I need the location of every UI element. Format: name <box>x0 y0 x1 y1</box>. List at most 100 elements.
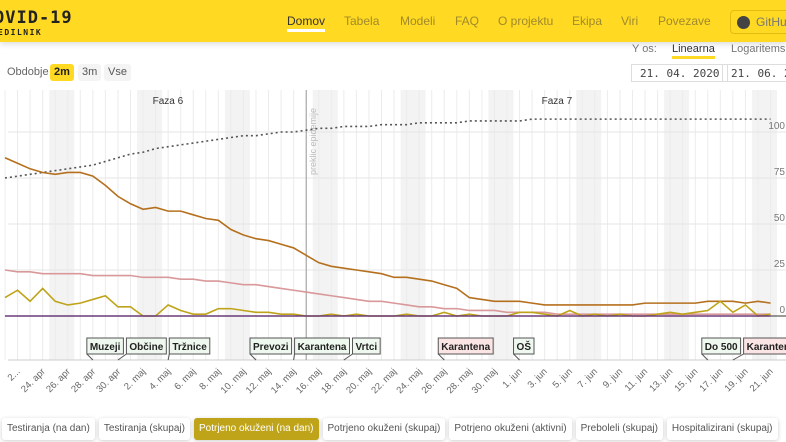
x-tick-label: 2. maj <box>122 366 148 392</box>
event-line-label: preklic epidemije <box>308 108 318 175</box>
period-2m-button[interactable]: 2m <box>50 64 74 81</box>
y-tick-label: 50 <box>774 213 786 224</box>
nav-faq[interactable]: FAQ <box>455 14 480 28</box>
annotation-pointer <box>86 353 94 361</box>
annotation-karantena: Karantena <box>437 337 494 361</box>
x-tick-label: 14. maj <box>269 366 299 396</box>
github-icon <box>737 16 750 29</box>
annotation-box <box>351 337 381 355</box>
annotation-občine: Občine <box>117 337 167 361</box>
nav-domov[interactable]: Domov <box>287 14 326 32</box>
series-line-hospitalized <box>4 269 771 315</box>
annotation-box <box>249 337 293 355</box>
annotation-pointer <box>732 353 744 361</box>
tab-potrjeno-na-dan[interactable]: Potrjeno okuženi (na dan) <box>193 418 319 440</box>
y-log-toggle[interactable]: Logaritemsk <box>731 43 786 55</box>
annotation-tržnice: Tržnice <box>167 337 211 361</box>
x-tick-label: 1. jun <box>500 366 524 390</box>
date-from-input[interactable]: 21. 04. 2020 <box>631 64 729 82</box>
x-tick-label: 2... <box>6 366 23 383</box>
tab-hospitalizirani[interactable]: Hospitalizirani (skupaj) <box>666 418 778 440</box>
top-header: OVID-19 EDILNIK Domov Tabela Modeli FAQ … <box>0 0 786 42</box>
nav-povezave[interactable]: Povezave <box>658 14 711 28</box>
annotation-karantena: Karantena <box>732 337 786 361</box>
x-tick-label: 28. apr <box>69 366 98 395</box>
x-tick-label: 17. jun <box>698 366 726 394</box>
x-tick-label: 11. jun <box>623 366 650 393</box>
x-tick-label: 16. maj <box>294 366 324 396</box>
tab-preboleli[interactable]: Preboleli (skupaj) <box>575 418 663 440</box>
annotation-label: OŠ <box>517 340 532 353</box>
period-all-button[interactable]: Vse <box>104 64 131 81</box>
x-tick-label: 15. jun <box>672 366 700 394</box>
x-tick-label: 22. maj <box>369 366 399 396</box>
series-line-active <box>4 157 771 306</box>
weekend-band <box>576 90 602 360</box>
weekend-band <box>488 90 514 360</box>
annotation-label: Prevozi <box>253 342 289 353</box>
github-button[interactable]: GitHub <box>730 10 786 34</box>
x-tick-label: 5. jun <box>551 366 575 390</box>
weekend-band <box>400 90 426 360</box>
phase-label: Faza 7 <box>542 96 573 107</box>
date-to-input[interactable]: 21. 06. 2020 <box>722 64 786 82</box>
annotation-box <box>86 337 124 355</box>
x-tick-label: 18. maj <box>319 366 349 396</box>
annotation-prevozi: Prevozi <box>249 337 293 361</box>
phase-label: Faza 6 <box>153 96 184 107</box>
x-tick-label: 7. jun <box>576 366 600 390</box>
annotation-do 500: Do 500 <box>701 337 742 361</box>
annotation-box <box>513 337 535 355</box>
annotation-pointer <box>701 353 709 361</box>
annotation-karantena: Karantena <box>293 337 350 361</box>
annotation-pointer <box>167 353 170 361</box>
annotation-pointer <box>293 353 296 361</box>
nav-tabela[interactable]: Tabela <box>344 14 380 28</box>
series-line-cumulative <box>4 118 771 179</box>
nav-o-projektu[interactable]: O projektu <box>498 14 554 28</box>
y-linear-toggle[interactable]: Linearna <box>672 43 715 59</box>
x-tick-label: 28. maj <box>445 366 475 396</box>
annotation-label: Občine <box>129 342 163 353</box>
nav-modeli[interactable]: Modeli <box>400 14 436 28</box>
logo[interactable]: OVID-19 <box>0 8 73 28</box>
period-label: Obdobje <box>7 66 49 78</box>
annotation-box <box>125 337 167 355</box>
annotation-vrtci: Vrtci <box>343 337 381 361</box>
y-tick-label: 0 <box>779 305 785 316</box>
annotation-pointer <box>513 353 520 361</box>
annotation-label: Karantena <box>747 342 786 353</box>
x-tick-label: 30. apr <box>94 366 123 395</box>
annotation-label: Muzeji <box>90 342 121 353</box>
tab-potrjeno-skupaj[interactable]: Potrjeno okuženi (skupaj) <box>322 418 446 440</box>
date-separator: - <box>710 66 714 78</box>
x-tick-label: 10. maj <box>219 366 249 396</box>
annotation-box <box>294 337 350 355</box>
y-tick-label: 25 <box>774 259 786 270</box>
tab-testiranja-na-dan[interactable]: Testiranja (na dan) <box>2 418 95 440</box>
chart: 0 25 50 75 100 preklic epidemije Faza 6 Faza 7 M… <box>4 90 786 396</box>
x-tick-label: 26. maj <box>420 366 450 396</box>
nav-ekipa[interactable]: Ekipa <box>572 14 603 28</box>
weekend-band <box>224 90 250 360</box>
y-tick-label: 75 <box>774 167 786 178</box>
x-tick-label: 19. jun <box>723 366 751 394</box>
annotation-label: Tržnice <box>172 342 207 353</box>
x-tick-label: 26. apr <box>44 366 73 395</box>
tab-potrjeno-aktivni[interactable]: Potrjeno okuženi (aktivni) <box>449 418 572 440</box>
x-tick-label: 3. jun <box>526 366 550 390</box>
x-tick-label: 13. jun <box>647 366 675 394</box>
weekend-band <box>664 90 690 360</box>
logo-subtitle: EDILNIK <box>0 28 43 37</box>
annotation-oš: OŠ <box>513 337 535 361</box>
x-tick-label: 24. apr <box>19 366 48 395</box>
annotation-label: Do 500 <box>705 342 738 353</box>
annotation-muzeji: Muzeji <box>86 337 124 361</box>
tab-testiranja-skupaj[interactable]: Testiranja (skupaj) <box>98 418 190 440</box>
x-tick-label: 20. maj <box>344 366 374 396</box>
nav-viri[interactable]: Viri <box>621 14 639 28</box>
weekend-band <box>49 90 75 360</box>
annotation-box <box>437 337 494 355</box>
period-3m-button[interactable]: 3m <box>78 64 102 81</box>
x-tick-label: 24. maj <box>394 366 424 396</box>
